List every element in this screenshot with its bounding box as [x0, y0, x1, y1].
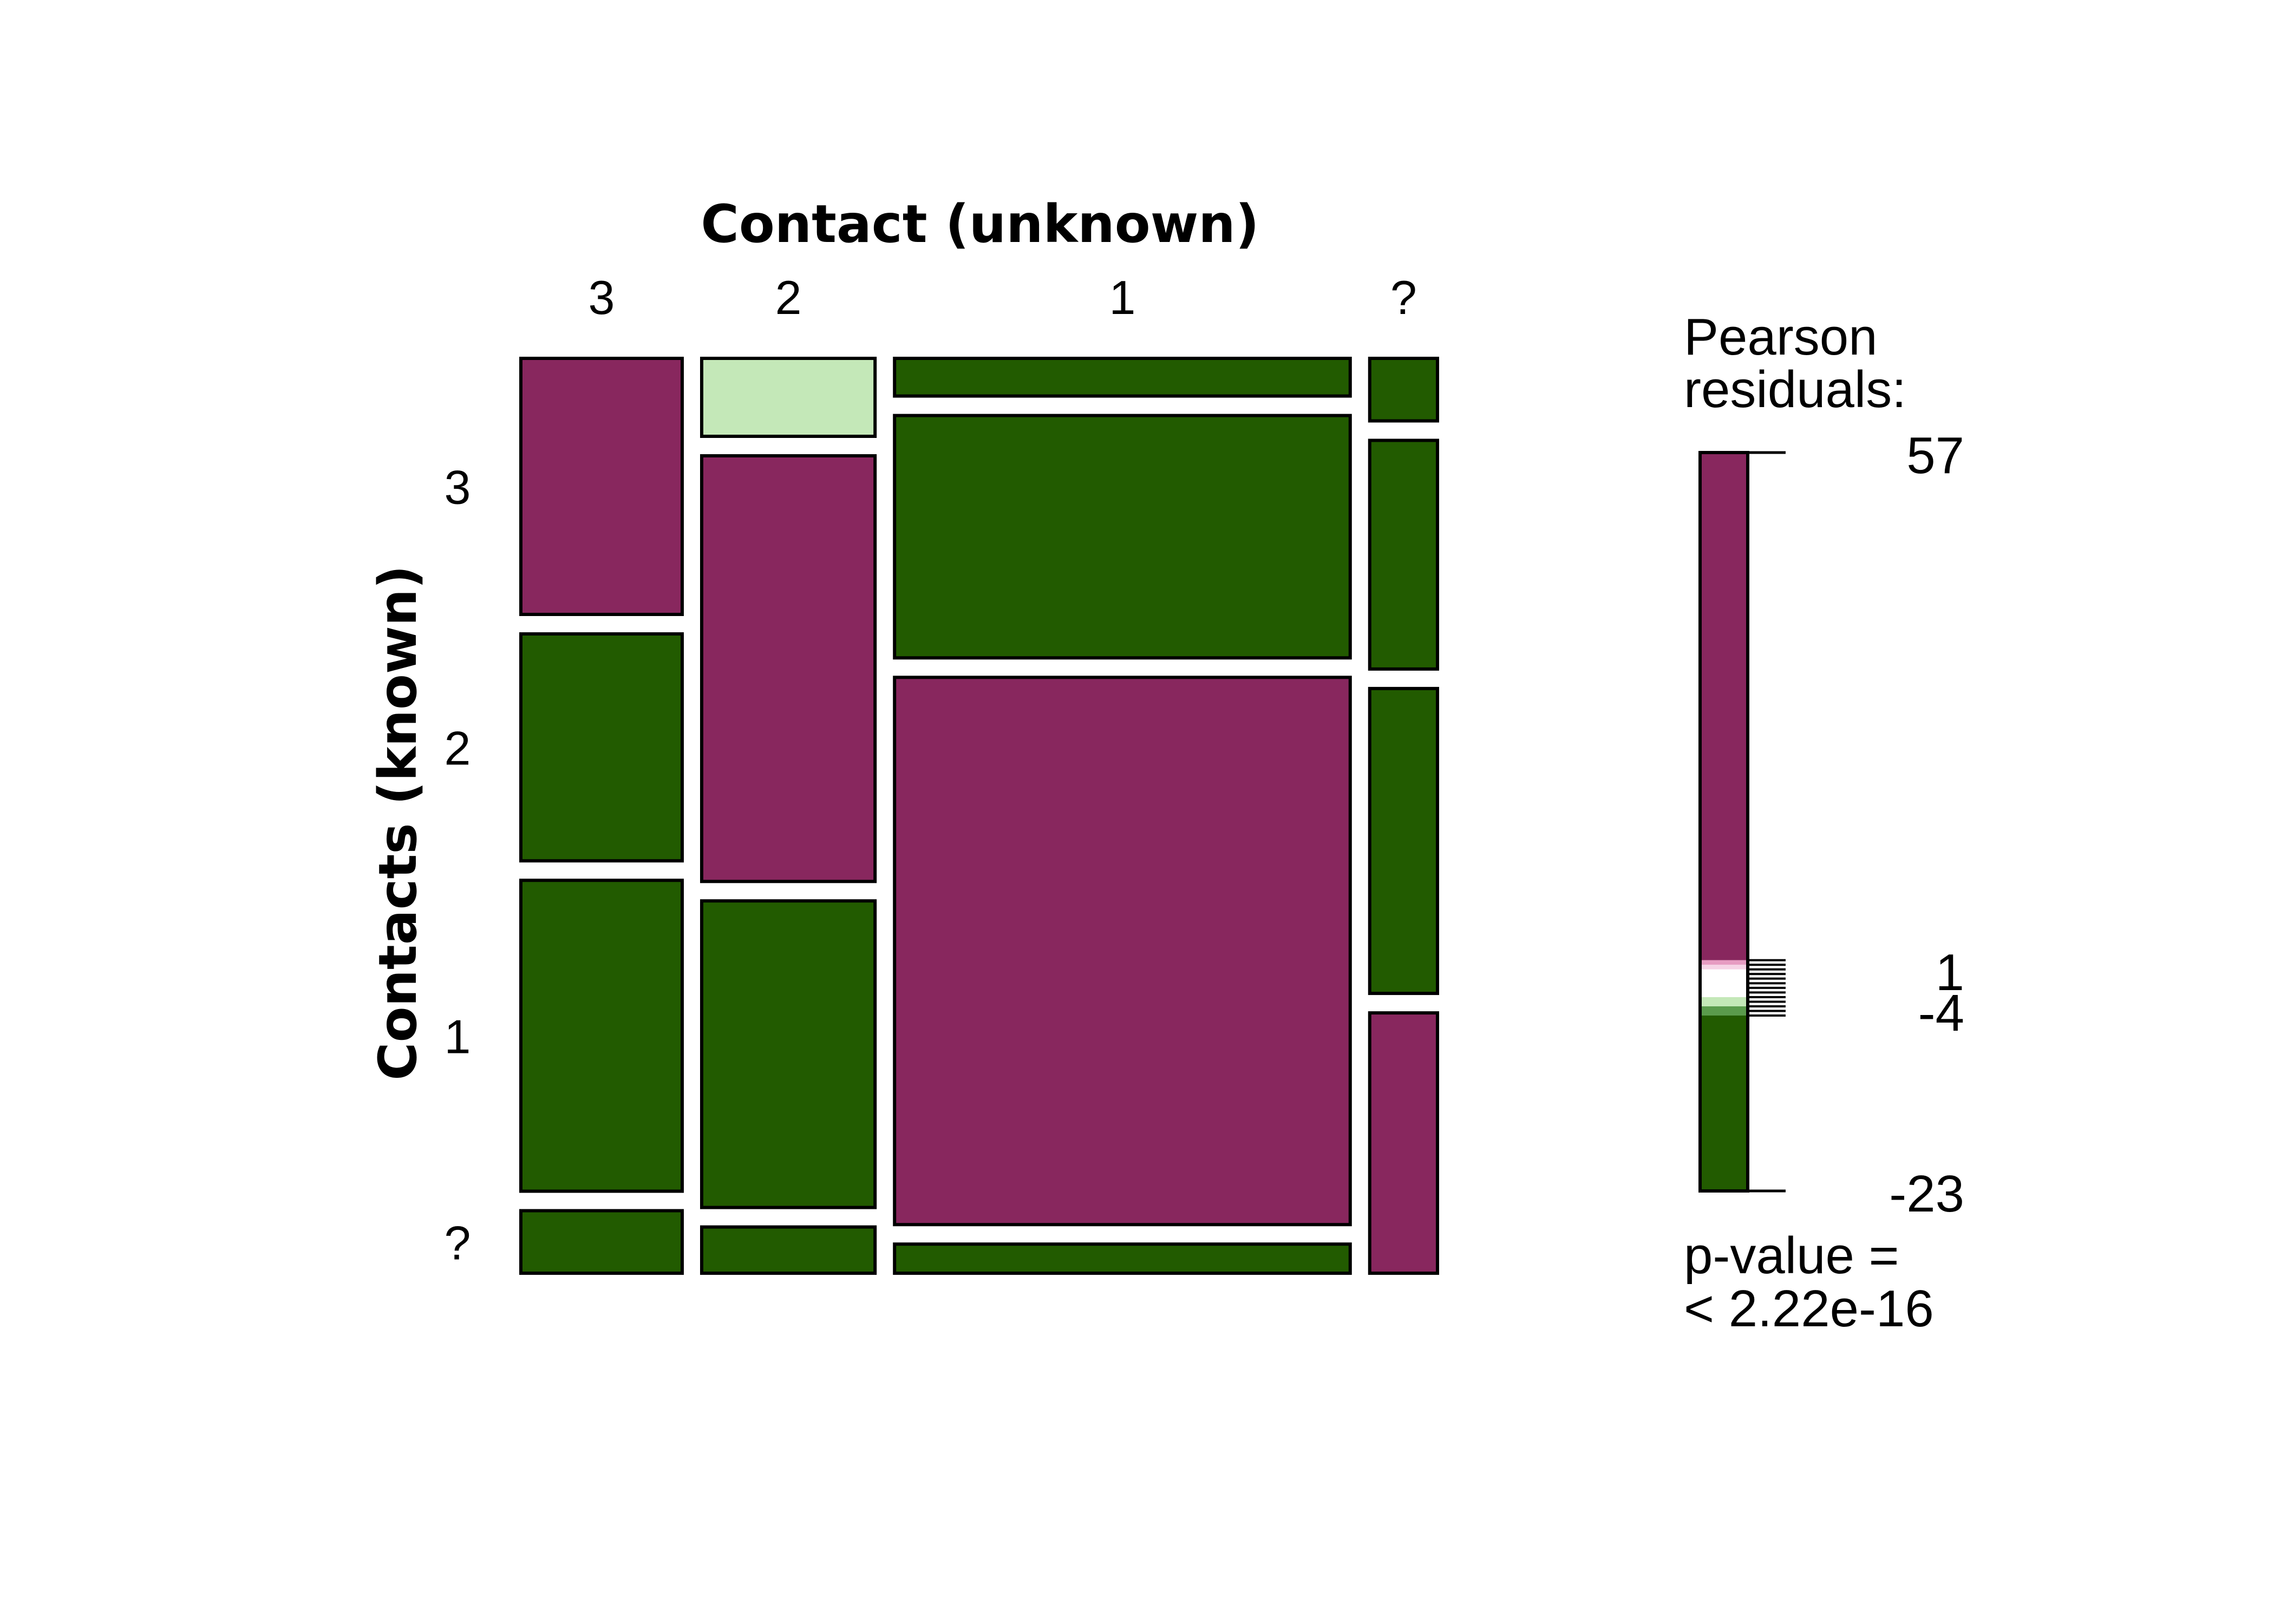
mosaic-tile-3-1: [1368, 438, 1440, 671]
mosaic-tile-0-2: [519, 879, 684, 1193]
legend-title-line1: Pearson: [1684, 308, 1878, 366]
mosaic-tile-1-3: [700, 1225, 877, 1275]
mosaic-tile-2-0: [893, 357, 1352, 398]
y-tick-label: ?: [445, 1216, 471, 1269]
y-tick-label: 1: [445, 1010, 471, 1063]
y-axis-title: Contacts (known): [368, 565, 428, 1081]
x-axis-title: Contact (unknown): [701, 194, 1259, 254]
mosaic-tile-1-1: [700, 454, 877, 883]
x-tick-label: 2: [775, 271, 802, 324]
x-tick-label: ?: [1390, 271, 1417, 324]
legend-band-6: [1700, 1016, 1748, 1191]
axis-labels: 3 2 1 ? 3 2 1?: [445, 271, 1417, 1269]
x-tick-label: 3: [589, 271, 615, 324]
pvalue-line1: p-value =: [1684, 1227, 1899, 1285]
mosaic-tile-3-0: [1368, 357, 1440, 423]
legend-band-1: [1700, 960, 1748, 965]
legend-tick-label: 57: [1906, 427, 1964, 484]
mosaic-tile-1-0: [700, 357, 877, 438]
legend-tick-label: 1: [1936, 944, 1964, 1001]
mosaic-tile-0-3: [519, 1209, 684, 1275]
mosaic-tile-2-2: [893, 676, 1352, 1227]
legend-band-5: [1700, 1006, 1748, 1016]
pvalue-line2: < 2.22e-16: [1684, 1280, 1934, 1338]
mosaic-tile-3-2: [1368, 686, 1440, 996]
x-tick-label: 1: [1109, 271, 1136, 324]
mosaic-tile-3-3: [1368, 1011, 1440, 1275]
y-tick-label: 3: [445, 461, 471, 514]
mosaic-tile-1-2: [700, 899, 877, 1209]
legend-band-3: [1700, 969, 1748, 997]
legend-band-2: [1700, 965, 1748, 970]
y-tick-label: 2: [445, 722, 471, 775]
legend-band-4: [1700, 997, 1748, 1006]
legend-tick-label: -4: [1918, 984, 1964, 1042]
mosaic-tiles: [519, 357, 1440, 1275]
mosaic-tile-2-1: [893, 414, 1352, 660]
legend-tick-label: -23: [1889, 1165, 1964, 1223]
legend-band-0: [1700, 453, 1748, 960]
mosaic-tile-2-3: [893, 1242, 1352, 1275]
mosaic-tile-0-1: [519, 632, 684, 863]
legend-title-line2: residuals:: [1684, 361, 1906, 418]
mosaic-tile-0-0: [519, 357, 684, 616]
legend-bar-outline: [1698, 451, 1749, 1193]
